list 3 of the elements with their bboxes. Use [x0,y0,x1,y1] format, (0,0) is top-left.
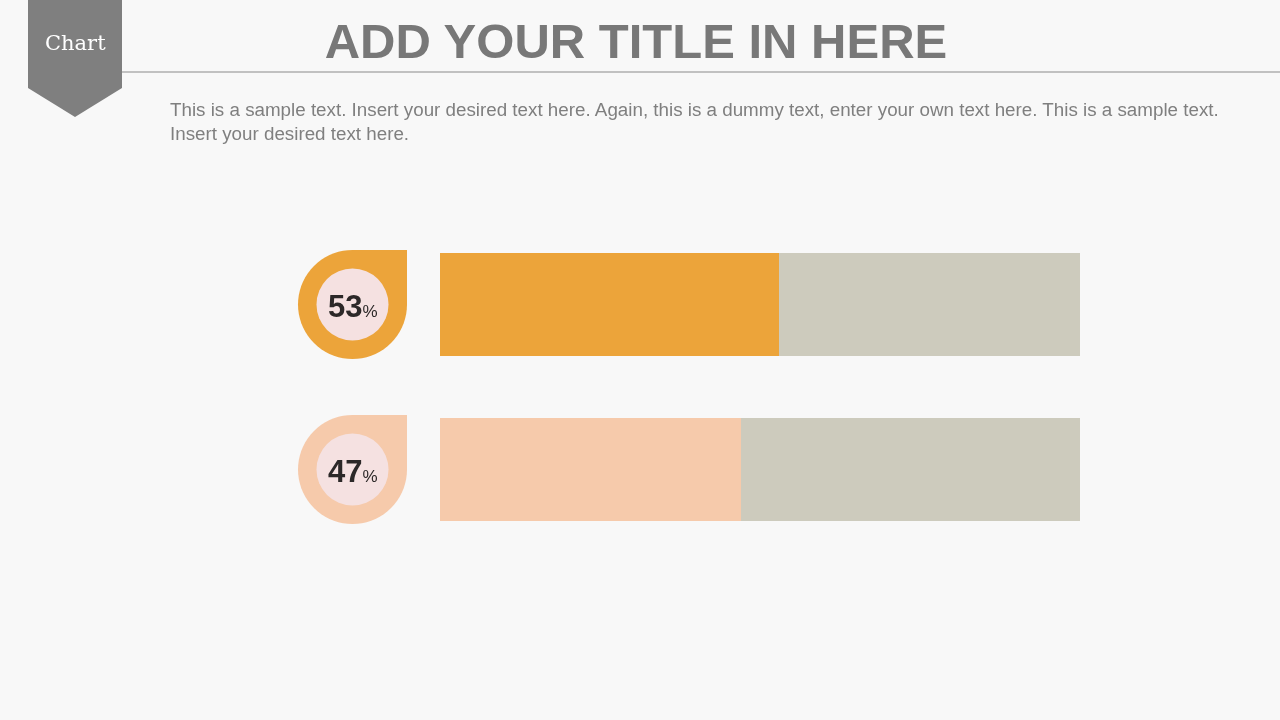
chart-title: ADD YOUR TITLE IN HERE [324,14,948,69]
text: Chart [45,31,107,55]
chart-subtitle: This is a sample text. Insert your desired text here. Again, this is a dummy text, enter your own text here. This is a sample text. Insert your desired text here. [170,99,1219,145]
